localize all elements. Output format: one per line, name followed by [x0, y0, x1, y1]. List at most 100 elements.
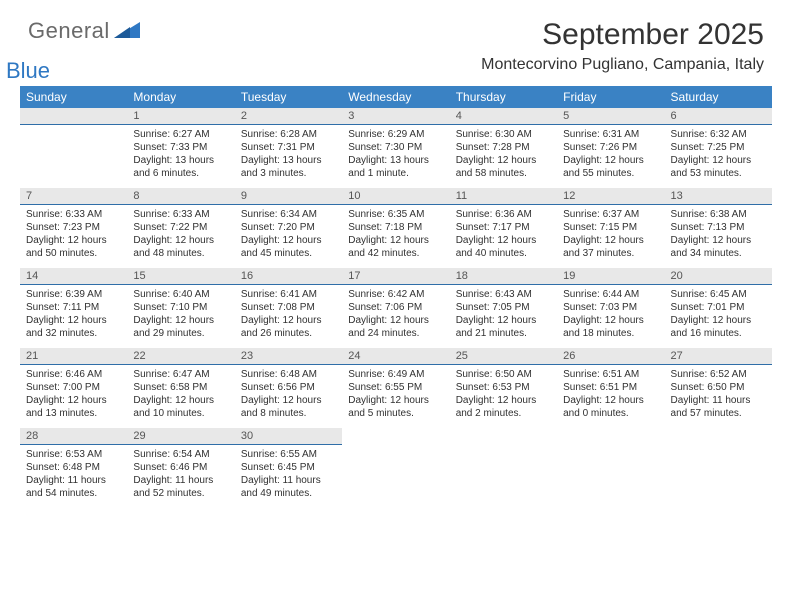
sunrise-text: Sunrise: 6:48 AM	[241, 368, 336, 381]
calendar-table: Sunday Monday Tuesday Wednesday Thursday…	[20, 86, 772, 508]
daylight-text: Daylight: 12 hours and 24 minutes.	[348, 314, 443, 340]
day-body: Sunrise: 6:53 AMSunset: 6:48 PMDaylight:…	[20, 445, 127, 508]
sunset-text: Sunset: 6:56 PM	[241, 381, 336, 394]
day-body: Sunrise: 6:30 AMSunset: 7:28 PMDaylight:…	[450, 125, 557, 188]
day-number: 3	[342, 108, 449, 125]
sunset-text: Sunset: 7:00 PM	[26, 381, 121, 394]
day-body: Sunrise: 6:29 AMSunset: 7:30 PMDaylight:…	[342, 125, 449, 188]
daylight-text: Daylight: 12 hours and 29 minutes.	[133, 314, 228, 340]
sunrise-text: Sunrise: 6:41 AM	[241, 288, 336, 301]
sunset-text: Sunset: 7:23 PM	[26, 221, 121, 234]
sunrise-text: Sunrise: 6:39 AM	[26, 288, 121, 301]
daylight-text: Daylight: 12 hours and 8 minutes.	[241, 394, 336, 420]
day-number: 15	[127, 268, 234, 285]
sunrise-text: Sunrise: 6:30 AM	[456, 128, 551, 141]
daylight-text: Daylight: 12 hours and 55 minutes.	[563, 154, 658, 180]
day-body: Sunrise: 6:54 AMSunset: 6:46 PMDaylight:…	[127, 445, 234, 508]
week-row: 21Sunrise: 6:46 AMSunset: 7:00 PMDayligh…	[20, 348, 772, 428]
day-cell: 3Sunrise: 6:29 AMSunset: 7:30 PMDaylight…	[342, 108, 449, 188]
daylight-text: Daylight: 12 hours and 18 minutes.	[563, 314, 658, 340]
day-number: 9	[235, 188, 342, 205]
logo-triangle-icon	[114, 20, 140, 43]
day-number: 19	[557, 268, 664, 285]
sunset-text: Sunset: 6:51 PM	[563, 381, 658, 394]
sunrise-text: Sunrise: 6:53 AM	[26, 448, 121, 461]
day-cell: 22Sunrise: 6:47 AMSunset: 6:58 PMDayligh…	[127, 348, 234, 428]
day-body: Sunrise: 6:35 AMSunset: 7:18 PMDaylight:…	[342, 205, 449, 268]
day-number: 8	[127, 188, 234, 205]
sunset-text: Sunset: 7:20 PM	[241, 221, 336, 234]
day-cell: 19Sunrise: 6:44 AMSunset: 7:03 PMDayligh…	[557, 268, 664, 348]
day-of-week-row: Sunday Monday Tuesday Wednesday Thursday…	[20, 86, 772, 108]
daylight-text: Daylight: 12 hours and 2 minutes.	[456, 394, 551, 420]
day-body: Sunrise: 6:40 AMSunset: 7:10 PMDaylight:…	[127, 285, 234, 348]
day-cell: 27Sunrise: 6:52 AMSunset: 6:50 PMDayligh…	[665, 348, 772, 428]
day-cell: 4Sunrise: 6:30 AMSunset: 7:28 PMDaylight…	[450, 108, 557, 188]
daylight-text: Daylight: 13 hours and 1 minute.	[348, 154, 443, 180]
day-cell: 20Sunrise: 6:45 AMSunset: 7:01 PMDayligh…	[665, 268, 772, 348]
sunrise-text: Sunrise: 6:37 AM	[563, 208, 658, 221]
daylight-text: Daylight: 12 hours and 37 minutes.	[563, 234, 658, 260]
day-body: Sunrise: 6:33 AMSunset: 7:22 PMDaylight:…	[127, 205, 234, 268]
day-number: 25	[450, 348, 557, 365]
sunset-text: Sunset: 7:33 PM	[133, 141, 228, 154]
sunset-text: Sunset: 7:31 PM	[241, 141, 336, 154]
day-cell	[557, 428, 664, 508]
sunrise-text: Sunrise: 6:27 AM	[133, 128, 228, 141]
day-number: 17	[342, 268, 449, 285]
daylight-text: Daylight: 12 hours and 42 minutes.	[348, 234, 443, 260]
day-number: 16	[235, 268, 342, 285]
daylight-text: Daylight: 12 hours and 5 minutes.	[348, 394, 443, 420]
dow-monday: Monday	[127, 86, 234, 108]
daylight-text: Daylight: 11 hours and 52 minutes.	[133, 474, 228, 500]
sunrise-text: Sunrise: 6:52 AM	[671, 368, 766, 381]
day-cell: 7Sunrise: 6:33 AMSunset: 7:23 PMDaylight…	[20, 188, 127, 268]
sunrise-text: Sunrise: 6:35 AM	[348, 208, 443, 221]
sunrise-text: Sunrise: 6:54 AM	[133, 448, 228, 461]
day-number: 10	[342, 188, 449, 205]
day-body: Sunrise: 6:46 AMSunset: 7:00 PMDaylight:…	[20, 365, 127, 428]
day-number: 6	[665, 108, 772, 125]
daylight-text: Daylight: 12 hours and 48 minutes.	[133, 234, 228, 260]
day-cell: 21Sunrise: 6:46 AMSunset: 7:00 PMDayligh…	[20, 348, 127, 428]
day-cell: 11Sunrise: 6:36 AMSunset: 7:17 PMDayligh…	[450, 188, 557, 268]
sunset-text: Sunset: 7:17 PM	[456, 221, 551, 234]
sunset-text: Sunset: 7:10 PM	[133, 301, 228, 314]
sunset-text: Sunset: 7:25 PM	[671, 141, 766, 154]
sunset-text: Sunset: 6:45 PM	[241, 461, 336, 474]
day-cell: 29Sunrise: 6:54 AMSunset: 6:46 PMDayligh…	[127, 428, 234, 508]
day-body: Sunrise: 6:28 AMSunset: 7:31 PMDaylight:…	[235, 125, 342, 188]
daylight-text: Daylight: 13 hours and 6 minutes.	[133, 154, 228, 180]
daylight-text: Daylight: 11 hours and 57 minutes.	[671, 394, 766, 420]
week-row: 7Sunrise: 6:33 AMSunset: 7:23 PMDaylight…	[20, 188, 772, 268]
day-cell: 9Sunrise: 6:34 AMSunset: 7:20 PMDaylight…	[235, 188, 342, 268]
day-body: Sunrise: 6:42 AMSunset: 7:06 PMDaylight:…	[342, 285, 449, 348]
daylight-text: Daylight: 12 hours and 50 minutes.	[26, 234, 121, 260]
day-number: 1	[127, 108, 234, 125]
day-body: Sunrise: 6:32 AMSunset: 7:25 PMDaylight:…	[665, 125, 772, 188]
day-number: 2	[235, 108, 342, 125]
day-body: Sunrise: 6:31 AMSunset: 7:26 PMDaylight:…	[557, 125, 664, 188]
sunrise-text: Sunrise: 6:38 AM	[671, 208, 766, 221]
day-number: 11	[450, 188, 557, 205]
sunrise-text: Sunrise: 6:47 AM	[133, 368, 228, 381]
sunset-text: Sunset: 6:53 PM	[456, 381, 551, 394]
sunrise-text: Sunrise: 6:33 AM	[133, 208, 228, 221]
daylight-text: Daylight: 12 hours and 0 minutes.	[563, 394, 658, 420]
sunrise-text: Sunrise: 6:28 AM	[241, 128, 336, 141]
dow-saturday: Saturday	[665, 86, 772, 108]
day-cell: 26Sunrise: 6:51 AMSunset: 6:51 PMDayligh…	[557, 348, 664, 428]
sunrise-text: Sunrise: 6:42 AM	[348, 288, 443, 301]
day-number: 28	[20, 428, 127, 445]
daylight-text: Daylight: 12 hours and 32 minutes.	[26, 314, 121, 340]
day-cell: 10Sunrise: 6:35 AMSunset: 7:18 PMDayligh…	[342, 188, 449, 268]
day-number: 29	[127, 428, 234, 445]
day-cell	[665, 428, 772, 508]
daylight-text: Daylight: 12 hours and 34 minutes.	[671, 234, 766, 260]
day-number: 21	[20, 348, 127, 365]
sunrise-text: Sunrise: 6:43 AM	[456, 288, 551, 301]
day-cell: 15Sunrise: 6:40 AMSunset: 7:10 PMDayligh…	[127, 268, 234, 348]
logo-text-blue: Blue	[6, 58, 50, 83]
day-body: Sunrise: 6:43 AMSunset: 7:05 PMDaylight:…	[450, 285, 557, 348]
sunrise-text: Sunrise: 6:36 AM	[456, 208, 551, 221]
